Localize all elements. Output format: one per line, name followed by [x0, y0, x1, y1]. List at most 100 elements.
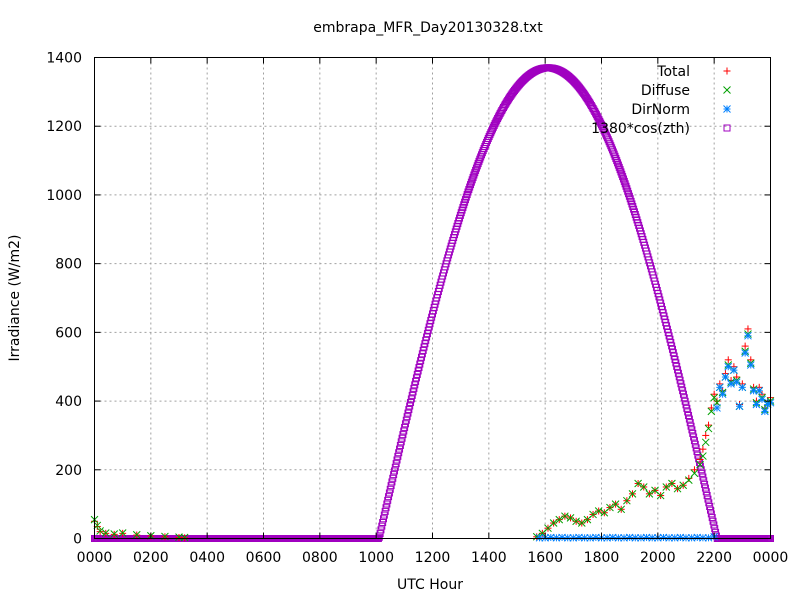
y-tick-label: 1000 [46, 188, 82, 204]
data-point [704, 495, 712, 503]
x-tick-label: 1000 [358, 550, 394, 566]
data-point [707, 506, 715, 514]
data-point [572, 517, 581, 526]
data-point [621, 180, 629, 188]
data-point [730, 366, 738, 375]
data-point [577, 519, 586, 527]
data-point [727, 380, 735, 388]
data-point [710, 390, 718, 398]
data-point [690, 469, 699, 478]
data-point [711, 525, 719, 533]
data-point [619, 173, 627, 181]
data-point [732, 378, 741, 387]
data-point [382, 504, 390, 512]
data-point [738, 383, 747, 392]
data-point [468, 176, 476, 184]
y-tick-label: 400 [55, 394, 82, 410]
data-point [683, 404, 691, 412]
data-point [685, 415, 693, 423]
data-point [384, 496, 392, 504]
data-point [377, 526, 385, 534]
data-point [697, 466, 705, 474]
data-point [402, 416, 410, 424]
data-point [405, 406, 413, 414]
data-point [708, 514, 716, 522]
data-point [682, 533, 690, 542]
data-point [687, 422, 695, 430]
data-point [645, 489, 654, 498]
y-tick-label: 1200 [46, 119, 82, 135]
data-point [741, 342, 749, 350]
data-point [406, 402, 414, 410]
data-point [391, 463, 399, 471]
data-point [614, 533, 623, 542]
ticks [94, 57, 771, 539]
data-point [393, 456, 401, 464]
data-point [707, 407, 716, 416]
data-point [705, 421, 713, 429]
y-tick-label: 1400 [46, 51, 82, 67]
data-point [631, 533, 640, 542]
data-point [693, 448, 701, 456]
data-point [396, 445, 404, 453]
legend-label: Total [656, 64, 690, 80]
data-point [744, 325, 752, 333]
x-tick-label: 0000 [753, 550, 789, 566]
data-point [699, 473, 707, 481]
y-tick-label: 800 [55, 257, 82, 273]
data-point [549, 519, 558, 527]
data-point [472, 166, 480, 174]
data-point [378, 522, 386, 530]
data-point [611, 152, 619, 160]
data-point [704, 533, 713, 542]
data-point [718, 390, 727, 399]
data-point [409, 388, 417, 396]
data-point [695, 455, 703, 463]
data-point [656, 491, 665, 500]
x-tick-label: 1400 [471, 550, 507, 566]
legend-label: DirNorm [631, 102, 690, 118]
data-point [561, 512, 569, 521]
data-point [464, 188, 472, 196]
data-point [403, 413, 411, 421]
data-point [385, 493, 393, 501]
data-point [398, 434, 406, 442]
data-point [472, 164, 480, 172]
data-point [96, 527, 104, 535]
data-point [682, 401, 690, 409]
data-point [701, 480, 709, 488]
data-point [705, 499, 713, 507]
data-point [758, 395, 766, 404]
data-point [690, 433, 698, 441]
data-point [395, 449, 403, 457]
data-point [594, 507, 603, 515]
data-point [691, 440, 699, 448]
data-point [710, 521, 718, 529]
x-tick-label: 0600 [246, 550, 282, 566]
legend-marker [723, 67, 731, 75]
legend: Total Diffuse DirNorm 1380*cos(zth) [591, 64, 731, 137]
data-point [713, 404, 721, 412]
data-point [386, 485, 394, 493]
data-point [699, 452, 707, 460]
data-point [610, 150, 618, 158]
data-point [622, 182, 630, 190]
data-point [589, 510, 597, 519]
data-point [389, 474, 397, 482]
data-point [390, 471, 398, 479]
data-point [741, 349, 750, 357]
y-tick-labels: 0 200 400 600 800 1000 1200 1400 [46, 51, 82, 548]
data-point [399, 431, 407, 439]
data-point [755, 386, 764, 395]
data-point [615, 163, 623, 171]
data-point [387, 482, 395, 490]
x-tick-label: 0000 [77, 550, 113, 566]
data-point [746, 361, 755, 369]
data-point [110, 530, 119, 538]
x-tick-label: 2200 [696, 550, 732, 566]
legend-label: 1380*cos(zth) [591, 121, 690, 137]
data-point [470, 171, 478, 179]
data-point [118, 529, 127, 537]
legend-label: Diffuse [641, 83, 690, 99]
